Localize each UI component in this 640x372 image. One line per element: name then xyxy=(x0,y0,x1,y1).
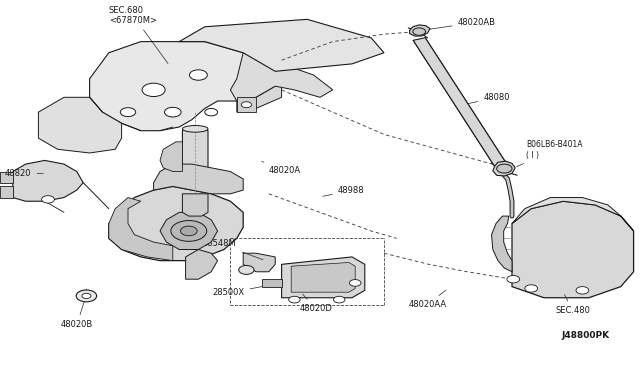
Polygon shape xyxy=(182,194,208,216)
Text: 48548M: 48548M xyxy=(203,240,263,260)
Polygon shape xyxy=(413,38,508,169)
Text: 48020D: 48020D xyxy=(300,294,332,313)
Text: 48020B: 48020B xyxy=(61,298,93,329)
Polygon shape xyxy=(282,257,365,298)
Circle shape xyxy=(205,108,218,116)
Polygon shape xyxy=(109,198,173,261)
Circle shape xyxy=(82,293,91,298)
Polygon shape xyxy=(0,171,13,183)
Polygon shape xyxy=(237,64,282,112)
Circle shape xyxy=(189,70,207,80)
Circle shape xyxy=(576,286,589,294)
Circle shape xyxy=(333,296,345,303)
Circle shape xyxy=(142,83,165,97)
Circle shape xyxy=(239,266,254,275)
Polygon shape xyxy=(512,201,634,298)
Ellipse shape xyxy=(182,125,208,132)
Circle shape xyxy=(120,108,136,116)
Circle shape xyxy=(42,196,54,203)
Circle shape xyxy=(497,164,512,173)
Circle shape xyxy=(507,276,520,283)
Text: 48820: 48820 xyxy=(5,169,44,178)
Polygon shape xyxy=(179,19,384,71)
Text: SEC.680
<67870M>: SEC.680 <67870M> xyxy=(109,6,168,64)
Polygon shape xyxy=(492,216,512,272)
Polygon shape xyxy=(243,253,275,272)
Polygon shape xyxy=(38,97,122,153)
Text: B06LB6-B401A
( I ): B06LB6-B401A ( I ) xyxy=(516,140,582,167)
Text: SEC.480: SEC.480 xyxy=(556,295,590,315)
Circle shape xyxy=(180,226,197,236)
Polygon shape xyxy=(186,250,218,279)
Polygon shape xyxy=(160,212,218,250)
Circle shape xyxy=(241,102,252,108)
Circle shape xyxy=(349,280,361,286)
Polygon shape xyxy=(109,186,243,261)
Polygon shape xyxy=(0,186,13,198)
Text: 48988: 48988 xyxy=(323,186,365,196)
Text: 28500X: 28500X xyxy=(212,283,279,298)
Text: 48020AB: 48020AB xyxy=(419,18,495,31)
Text: 48020A: 48020A xyxy=(262,161,301,175)
Polygon shape xyxy=(13,160,83,201)
Polygon shape xyxy=(160,142,182,171)
Polygon shape xyxy=(230,53,333,101)
Polygon shape xyxy=(237,97,256,112)
Polygon shape xyxy=(410,25,430,36)
Text: J48800PK: J48800PK xyxy=(562,331,610,340)
Text: 48080: 48080 xyxy=(466,93,509,104)
Text: 48020AA: 48020AA xyxy=(408,290,447,309)
Circle shape xyxy=(525,285,538,292)
Circle shape xyxy=(164,107,181,117)
Polygon shape xyxy=(291,263,355,292)
Circle shape xyxy=(76,290,97,302)
Circle shape xyxy=(413,28,426,35)
Polygon shape xyxy=(90,42,275,131)
Polygon shape xyxy=(154,164,243,194)
Polygon shape xyxy=(262,279,282,286)
Circle shape xyxy=(289,296,300,303)
Polygon shape xyxy=(493,161,515,176)
Polygon shape xyxy=(512,198,634,231)
Polygon shape xyxy=(182,127,208,201)
Circle shape xyxy=(171,221,207,241)
